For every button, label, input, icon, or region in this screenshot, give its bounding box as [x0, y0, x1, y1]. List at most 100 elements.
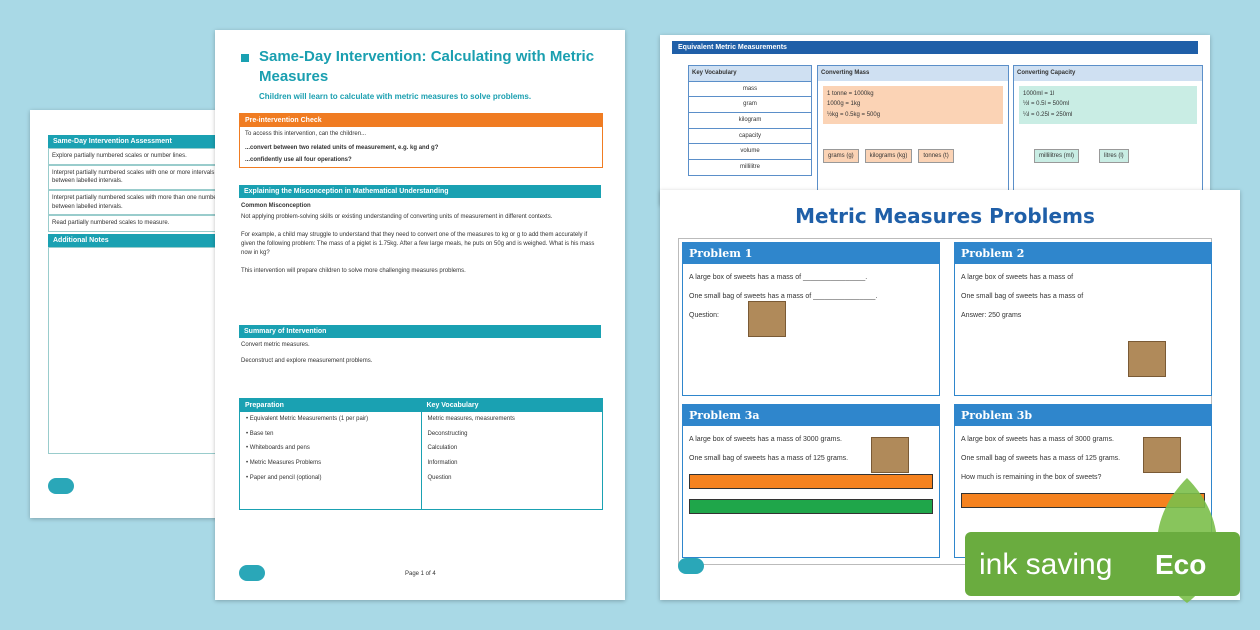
reference-title: Equivalent Metric Measurements — [672, 41, 1198, 54]
problem-title: Problem 3a — [683, 405, 939, 426]
item-text: grams (g) — [828, 152, 854, 159]
ref-vocab: Key Vocabulary mass gram kilogram capacity v… — [688, 65, 812, 176]
item-text: Read partially numbered scales to measur… — [52, 220, 170, 227]
badge-bg — [965, 532, 1240, 596]
list-item: 1 tonne = 1000kg — [826, 89, 1000, 100]
misc-heading: Explaining the Misconception in Mathemat… — [239, 185, 601, 198]
worksheet-title: Metric Measures Problems — [795, 204, 1095, 228]
logo — [239, 565, 265, 581]
list-item: ...convert between two related units of … — [240, 142, 602, 155]
list-item: • Paper and pencil (optional) — [240, 471, 421, 486]
logo — [678, 558, 704, 574]
plan-subtitle: Children will learn to calculate with me… — [259, 92, 532, 101]
item-text: For example, a child may struggle to und… — [241, 232, 595, 256]
prior-box: Pre-intervention Check To access this in… — [239, 113, 603, 169]
problem-panel: Problem 3a A large box of sweets has a ma… — [682, 404, 940, 558]
summary-heading: Summary of Intervention — [239, 325, 601, 338]
item-text: Deconstruct and explore measurement prob… — [241, 357, 373, 364]
list-item: gram — [689, 96, 811, 112]
item-text: litres (l) — [1104, 152, 1124, 159]
list-item: Convert metric measures. — [239, 338, 601, 354]
item-text: mass — [742, 85, 758, 92]
misconception: Explaining the Misconception in Mathemat… — [239, 185, 601, 284]
bullet: • — [246, 430, 250, 437]
eco-badge: ink saving Eco — [965, 478, 1240, 603]
list-item: Interpret partially numbered scales with… — [48, 190, 228, 216]
summary: Summary of Intervention Convert metric m… — [239, 325, 601, 369]
list-item: 1000ml = 1l — [1022, 89, 1194, 100]
problem-line: One small bag of sweets has a mass of __… — [689, 293, 878, 300]
misc-text: Not applying problem-solving skills or e… — [239, 211, 601, 284]
problem-body: A large box of sweets has a mass of ____… — [683, 264, 939, 319]
problem-line: A large box of sweets has a mass of 3000… — [961, 436, 1114, 443]
list-item: • Metric Measures Problems — [240, 456, 421, 471]
list-item: • Equivalent Metric Measurements (1 per … — [240, 412, 421, 427]
list-item: Information — [422, 456, 603, 471]
item-text: millilitre — [740, 164, 760, 171]
list-item: Deconstructing — [422, 427, 603, 442]
problem-line: Question: — [689, 312, 719, 319]
list-item: grams (g) — [823, 148, 859, 164]
page-footer: Page 1 of 4 — [405, 571, 436, 577]
problem-title: Problem 1 — [683, 243, 939, 264]
problem-line: A large box of sweets has a mass of ____… — [689, 274, 868, 281]
ref-mass-heading: Converting Mass — [818, 66, 1008, 81]
problem-grid — [678, 238, 1212, 565]
box-image — [1128, 341, 1166, 377]
problem-line: How much is remaining in the box of swee… — [961, 474, 1102, 481]
list-item: Read partially numbered scales to measur… — [48, 215, 228, 233]
reference-page: Equivalent Metric Measurements Key Vocab… — [660, 35, 1210, 205]
list-item: kilograms (kg) — [864, 148, 913, 164]
list-item: tonnes (t) — [918, 148, 954, 164]
cap-units: millilitres (ml) litres (l) — [1034, 148, 1182, 164]
bar-model — [689, 499, 933, 514]
list-item: • Base ten — [240, 427, 421, 442]
ref-cap-heading: Converting Capacity — [1014, 66, 1202, 81]
problem-body: A large box of sweets has a mass of One s… — [955, 264, 1211, 319]
list-item: capacity — [689, 127, 811, 144]
item-text: kilograms (kg) — [869, 152, 908, 159]
bullet: • — [246, 445, 250, 452]
list-item: ½kg = 0.5kg = 500g — [826, 110, 1000, 121]
list-item: ¼l = 0.25l = 250ml — [1022, 110, 1194, 121]
list-item: litres (l) — [1099, 148, 1129, 164]
bullet — [241, 54, 249, 62]
list-item: ½l = 0.5l = 500ml — [1022, 99, 1194, 110]
problem-title: Problem 3b — [955, 405, 1211, 426]
list-item: millilitres (ml) — [1034, 148, 1079, 164]
item-text: kilogram — [738, 117, 762, 124]
item-text: ¼l = 0.25l = 250ml — [1023, 112, 1073, 119]
box-image — [748, 301, 786, 337]
item-text: Interpret partially numbered scales with… — [52, 169, 215, 185]
prep-table: Preparation • Equivalent Metric Measurem… — [239, 398, 603, 510]
list-item: Interpret partially numbered scales with… — [48, 164, 228, 191]
badge-text: ink saving — [979, 548, 1112, 581]
item-text: This intervention will prepare children … — [241, 268, 466, 275]
list-item: Question — [422, 471, 603, 486]
problem-body: A large box of sweets has a mass of 3000… — [955, 426, 1211, 508]
item-text: volume — [740, 148, 760, 155]
item-text: Question — [427, 474, 452, 481]
prior-intro: To access this intervention, can the chi… — [245, 131, 367, 137]
problem-line: A large box of sweets has a mass of — [961, 274, 1074, 281]
list-item: 1000g = 1kg — [826, 99, 1000, 110]
prior-items: ...convert between two related units of … — [240, 142, 602, 167]
ref-vocab-list: mass gram kilogram capacity volume millilitre — [689, 80, 811, 175]
list-item: • Whiteboards and pens — [240, 441, 421, 456]
ref-vocab-heading: Key Vocabulary — [689, 66, 811, 81]
bullet: • — [246, 416, 250, 422]
misc-sub: Common Misconception — [241, 203, 311, 209]
problem-line: Answer: 250 grams — [961, 312, 1022, 319]
problem-body: A large box of sweets has a mass of 3000… — [683, 426, 939, 514]
plan-title: Same-Day Intervention: Calculating with … — [259, 48, 595, 85]
problem-title: Problem 2 — [955, 243, 1211, 264]
problem-line: One small bag of sweets has a mass of — [961, 293, 1084, 300]
item-text: Information — [427, 460, 458, 467]
prep-heading: Preparation — [240, 399, 421, 412]
list-item: mass — [689, 80, 811, 97]
item-text: Interpret partially numbered scales with… — [52, 195, 219, 210]
item-text: Equivalent Metric Measurements (1 per pa… — [249, 416, 369, 422]
vocab-heading: Key Vocabulary — [421, 399, 602, 412]
